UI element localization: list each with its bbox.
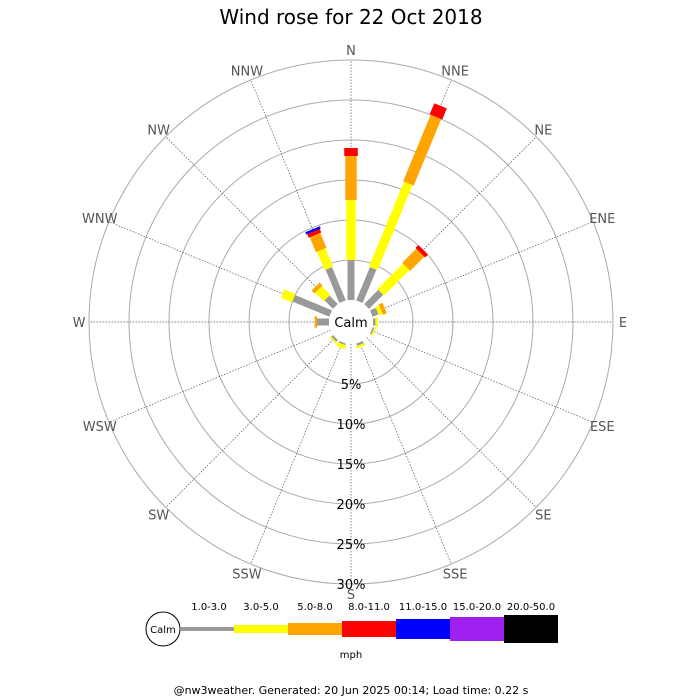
direction-label-e: E — [619, 316, 627, 331]
direction-label-sse: SSE — [443, 567, 468, 582]
bar-e-3.0-5.0 — [375, 317, 378, 327]
wind-bars — [280, 103, 447, 350]
spoke-sse — [359, 342, 452, 565]
percent-label-10%: 10% — [337, 418, 366, 433]
bar-ne-5.0-8.0 — [402, 248, 425, 271]
bar-w-5.0-8.0 — [314, 316, 317, 328]
direction-label-n: N — [346, 44, 356, 59]
bar-sw-3.0-5.0 — [329, 336, 337, 344]
direction-label-ese: ESE — [590, 420, 615, 435]
bar-ssw-3.0-5.0 — [336, 342, 347, 350]
legend-label-5.0-8.0: 5.0-8.0 — [297, 602, 332, 613]
legend-calm-label: Calm — [150, 625, 176, 636]
percent-label-5%: 5% — [341, 378, 362, 393]
bar-ne-3.0-5.0 — [377, 263, 410, 296]
bar-nne-5.0-8.0 — [403, 114, 442, 186]
direction-label-ene: ENE — [589, 212, 615, 227]
bar-nnw-1.0-3.0 — [325, 267, 346, 304]
bar-ene-1.0-3.0 — [369, 307, 379, 317]
legend: Calm 1.0-3.0 3.0-5.0 5.0-8.0 8.0-11.0 11.0-1… — [145, 602, 558, 661]
direction-label-nw: NW — [147, 124, 170, 139]
bar-ese-3.0-5.0 — [371, 326, 377, 336]
spoke-ese — [371, 330, 594, 423]
spoke-se — [366, 337, 537, 508]
bar-nne-3.0-5.0 — [368, 181, 413, 271]
bar-w-1.0-3.0 — [317, 318, 329, 326]
legend-swatch-15.0-20.0 — [450, 617, 504, 641]
spoke-sw — [165, 337, 336, 508]
bar-ese-1.0-3.0 — [369, 327, 375, 335]
bar-sse-1.0-3.0 — [356, 340, 364, 346]
bar-ne-1.0-3.0 — [364, 289, 384, 309]
direction-label-ne: NE — [534, 124, 552, 139]
bar-nnw-5.0-8.0 — [309, 232, 327, 253]
grid-ring-25% — [128, 99, 574, 545]
bar-nw-5.0-8.0 — [311, 282, 323, 294]
bar-sw-1.0-3.0 — [331, 335, 338, 342]
percent-label-15%: 15% — [337, 458, 366, 473]
bar-ene-3.0-5.0 — [375, 305, 383, 316]
direction-label-wnw: WNW — [82, 212, 118, 227]
bar-nne-8.0-11.0 — [429, 103, 447, 120]
bar-sse-3.0-5.0 — [356, 342, 366, 349]
direction-label-ssw: SSW — [232, 567, 262, 582]
grid-ring-30% — [88, 59, 614, 585]
direction-label-w: W — [73, 316, 86, 331]
bar-nnw-3.0-5.0 — [316, 248, 334, 271]
percent-labels: 5% 10% 15% 20% 25% 30% — [337, 378, 366, 593]
legend-label-8.0-11.0: 8.0-11.0 — [348, 602, 390, 613]
calm-circle: Calm — [329, 300, 373, 344]
direction-label-sw: SW — [148, 508, 169, 523]
bar-n-8.0-11.0 — [344, 148, 358, 156]
percent-label-25%: 25% — [337, 538, 366, 553]
bar-nw-1.0-3.0 — [324, 295, 338, 309]
bar-e-1.0-3.0 — [373, 318, 376, 326]
legend-swatch-3.0-5.0 — [234, 625, 288, 633]
bar-n-3.0-5.0 — [346, 200, 356, 260]
legend-swatch-11.0-15.0 — [396, 619, 450, 639]
direction-label-nnw: NNW — [231, 65, 263, 80]
legend-swatch-5.0-8.0 — [288, 623, 342, 635]
bar-nnw-11.0-15.0 — [305, 226, 321, 235]
bar-n-1.0-3.0 — [347, 260, 355, 300]
legend-label-11.0-15.0: 11.0-15.0 — [399, 602, 447, 613]
legend-unit: mph — [340, 650, 362, 661]
chart-title: Wind rose for 22 Oct 2018 — [219, 5, 482, 29]
calm-label: Calm — [334, 316, 367, 331]
bar-nnw-8.0-11.0 — [307, 228, 322, 238]
footer-text: @nw3weather. Generated: 20 Jun 2025 00:1… — [174, 684, 529, 697]
direction-label-s: S — [347, 588, 355, 603]
legend-swatch-8.0-11.0 — [342, 621, 396, 637]
percent-label-30%: 30% — [337, 578, 366, 593]
spoke-ssw — [250, 342, 343, 565]
bar-nw-3.0-5.0 — [315, 286, 331, 302]
legend-label-3.0-5.0: 3.0-5.0 — [243, 602, 278, 613]
spoke-nw — [165, 136, 336, 307]
spoke-wnw — [108, 221, 331, 314]
direction-label-nne: NNE — [441, 65, 469, 80]
direction-label-se: SE — [535, 508, 551, 523]
percent-label-20%: 20% — [337, 498, 366, 513]
bar-ene-5.0-8.0 — [378, 302, 387, 315]
bar-wnw-1.0-3.0 — [292, 295, 333, 317]
bar-ne-8.0-11.0 — [415, 245, 428, 258]
bar-nne-1.0-3.0 — [356, 267, 377, 304]
legend-label-15.0-20.0: 15.0-20.0 — [453, 602, 501, 613]
bar-ssw-1.0-3.0 — [338, 340, 346, 346]
direction-labels: N NNE NE ENE E ESE SE SSE S SSW SW WSW W WNW NW NNW — [73, 44, 628, 603]
bar-n-5.0-8.0 — [345, 156, 357, 200]
legend-label-20.0-50.0: 20.0-50.0 — [507, 602, 555, 613]
spoke-ene — [371, 221, 594, 314]
bar-wnw-3.0-5.0 — [280, 289, 296, 303]
legend-swatch-20.0-50.0 — [504, 615, 558, 643]
direction-label-wsw: WSW — [83, 420, 117, 435]
legend-swatch-1.0-3.0 — [180, 627, 234, 631]
legend-label-1.0-3.0: 1.0-3.0 — [191, 602, 226, 613]
spoke-wsw — [108, 330, 331, 423]
